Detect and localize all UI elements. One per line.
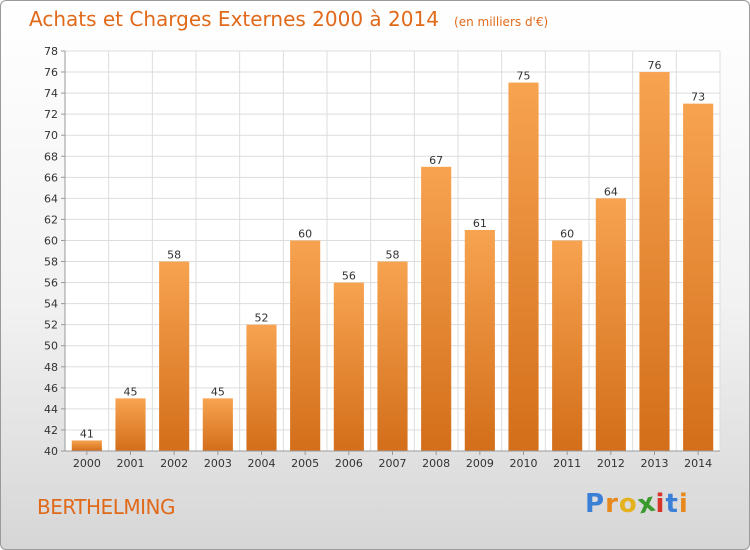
x-tick-label: 2009 [466,457,494,470]
y-tick-label: 64 [44,192,58,205]
bar-value-label: 45 [124,385,138,398]
x-tick-label: 2006 [335,457,363,470]
bar-2003 [202,398,233,451]
x-tick-label: 2000 [73,457,101,470]
y-tick-label: 60 [44,234,58,247]
chart-subtitle: (en milliers d'€) [454,15,549,29]
bar-value-label: 60 [560,227,574,240]
y-tick-label: 76 [44,66,58,79]
bar-value-label: 73 [691,91,705,104]
bar-2008 [421,166,452,451]
brand-letter: o [618,489,638,519]
bar-2001 [115,398,146,451]
y-tick-label: 54 [44,298,58,311]
y-tick-label: 74 [44,87,58,100]
bar-value-label: 75 [517,70,531,83]
y-tick-label: 56 [44,277,58,290]
x-tick-label: 2008 [422,457,450,470]
bar-2009 [464,229,495,451]
x-tick-label: 2005 [291,457,319,470]
bar-value-label: 64 [604,185,618,198]
bar-2012 [595,198,626,451]
bar-2013 [639,72,670,451]
bar-value-label: 67 [429,154,443,167]
y-tick-label: 42 [44,424,58,437]
y-tick-label: 40 [44,445,58,458]
bar-value-label: 52 [255,312,269,325]
y-tick-label: 72 [44,108,58,121]
y-tick-label: 70 [44,129,58,142]
x-tick-label: 2007 [379,457,407,470]
bar-2004 [246,324,277,451]
brand-letter: t [665,489,679,519]
y-tick-label: 78 [44,45,58,58]
bar-2011 [552,240,583,451]
bar-2010 [508,82,539,451]
chart-title: Achats et Charges Externes 2000 à 2014 [29,7,439,31]
bar-value-label: 58 [386,249,400,262]
title-row: Achats et Charges Externes 2000 à 2014 (… [29,7,548,31]
x-tick-label: 2013 [641,457,669,470]
bar-value-label: 76 [648,59,662,72]
y-tick-label: 58 [44,256,58,269]
bar-2002 [159,261,190,451]
bar-value-label: 61 [473,217,487,230]
y-tick-label: 44 [44,403,58,416]
y-tick-label: 62 [44,213,58,226]
bar-value-label: 58 [167,249,181,262]
bar-2005 [290,240,321,451]
bar-layer: 41 45 58 45 52 60 56 58 67 61 75 60 64 76 73 [71,59,714,451]
bar-value-label: 45 [211,385,225,398]
bar-2007 [377,261,408,451]
brand-letter: P [585,489,606,519]
commune-name: BERTHELMING [37,495,175,519]
brand-letter: r [605,489,619,519]
x-tick-label: 2003 [204,457,232,470]
brand-letter: i [655,489,666,519]
x-tick-label: 2010 [510,457,538,470]
bar-value-label: 60 [298,227,312,240]
y-tick-label: 66 [44,171,58,184]
y-tick-label: 50 [44,340,58,353]
x-tick-label: 2011 [553,457,581,470]
x-tick-label: 2001 [117,457,145,470]
x-tick-label: 2004 [248,457,276,470]
y-tick-label: 46 [44,382,58,395]
x-tick-label: 2002 [160,457,188,470]
y-tick-label: 52 [44,319,58,332]
y-tick-label: 68 [44,150,58,163]
bar-2014 [683,103,714,451]
brand-letter: i [678,489,689,519]
bar-2000 [71,440,102,451]
axis-layer: 40 42 44 46 48 50 52 54 56 58 60 62 64 66 68 70 72 74 76 78… [44,45,720,470]
y-tick-label: 48 [44,361,58,374]
bar-value-label: 41 [80,427,94,440]
brand-logo: Proxiti [585,487,689,520]
bar-value-label: 56 [342,270,356,283]
x-tick-label: 2014 [684,457,712,470]
x-tick-label: 2012 [597,457,625,470]
bar-2006 [333,282,364,451]
